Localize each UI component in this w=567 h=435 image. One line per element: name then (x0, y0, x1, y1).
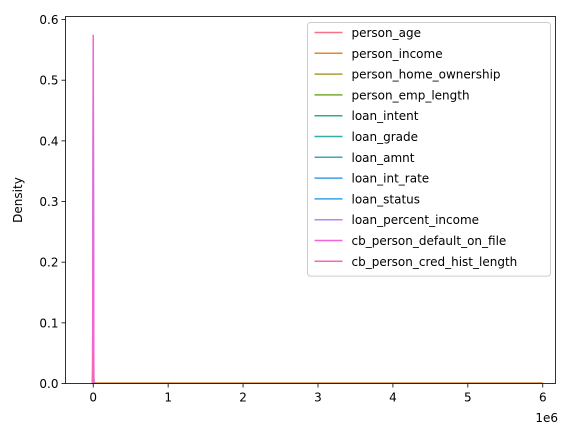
y-axis: 0.0 0.1 0.2 0.3 0.4 0.5 0.6 (39, 13, 65, 391)
legend-entry: person_age (352, 26, 422, 40)
x-tick-label: 0 (89, 391, 97, 405)
legend: person_age person_income person_home_owner… (308, 23, 551, 277)
x-tick-label: 3 (314, 391, 322, 405)
x-axis: 0 1 2 3 4 5 6 (89, 384, 546, 405)
y-axis-label: Density (11, 177, 25, 223)
y-tick-label: 0.6 (39, 13, 58, 27)
legend-entry: loan_status (352, 192, 421, 206)
x-tick-label: 5 (464, 391, 472, 405)
legend-entry: cb_person_cred_hist_length (352, 255, 518, 269)
x-tick-label: 4 (389, 391, 397, 405)
legend-entry: person_income (352, 47, 443, 61)
x-tick-label: 1 (164, 391, 172, 405)
series-line-cb-person-cred-hist-length (93, 347, 94, 383)
legend-entry: loan_intent (352, 109, 419, 123)
x-tick-label: 2 (239, 391, 247, 405)
legend-entry: cb_person_default_on_file (352, 234, 507, 248)
legend-entry: loan_grade (352, 130, 419, 144)
series-line-cb-person-default-on-file (93, 35, 94, 384)
x-tick-label: 6 (539, 391, 547, 405)
y-tick-label: 0.5 (39, 74, 58, 88)
y-tick-label: 0.4 (39, 134, 58, 148)
legend-entry: person_emp_length (352, 88, 470, 102)
legend-entry: person_home_ownership (352, 68, 501, 82)
x-axis-offset-label: 1e6 (535, 411, 558, 425)
legend-entry: loan_percent_income (352, 213, 480, 227)
y-tick-label: 0.1 (39, 316, 58, 330)
legend-entry: loan_int_rate (352, 172, 430, 186)
y-tick-label: 0.0 (39, 377, 58, 391)
y-tick-label: 0.2 (39, 256, 58, 270)
legend-entry: loan_amnt (352, 151, 415, 165)
y-tick-label: 0.3 (39, 195, 58, 209)
